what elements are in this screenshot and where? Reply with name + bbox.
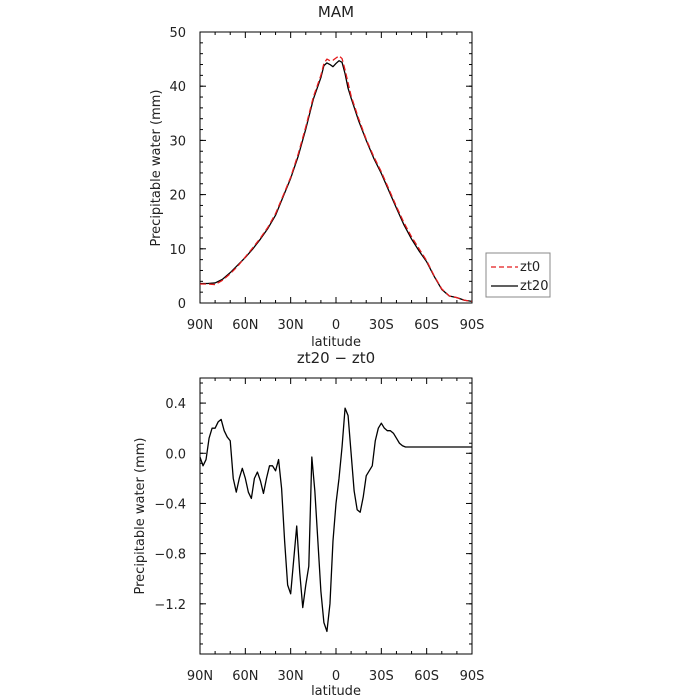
chart-title: MAM: [318, 3, 354, 21]
y-axis: 0.4 0.0 −0.4 −0.8 −1.2: [154, 383, 472, 654]
chart-top-mam: MAM 90N 60N 30N 0 30S 60S 90S 0 10 20 30 40 50 lati…: [149, 3, 550, 350]
legend-label-zt20: zt20: [520, 279, 548, 294]
y-tick-label: −1.2: [154, 598, 186, 613]
x-tick-label: 30S: [369, 318, 394, 333]
y-tick-label: 10: [169, 243, 186, 258]
y-tick-label: −0.8: [154, 548, 186, 563]
series-line-zt0: [200, 56, 472, 302]
x-tick-label: 60N: [232, 318, 258, 333]
x-tick-label: 90N: [187, 318, 213, 333]
legend: zt0 zt20: [486, 253, 550, 297]
y-tick-label: 0: [178, 297, 186, 312]
x-tick-label: 30N: [278, 669, 304, 684]
y-tick-label: 30: [169, 134, 186, 149]
y-tick-label: 0.0: [165, 447, 186, 462]
x-tick-label: 60S: [414, 318, 439, 333]
x-tick-label: 30N: [278, 318, 304, 333]
series-lines: [200, 408, 472, 631]
plot-frame: [200, 378, 472, 654]
series-line-zt20: [200, 61, 472, 302]
x-tick-label: 90S: [460, 318, 485, 333]
x-tick-label: 60N: [232, 669, 258, 684]
y-tick-label: 50: [169, 26, 186, 41]
x-tick-label: 0: [332, 318, 340, 333]
y-axis: 0 10 20 30 40 50: [169, 26, 472, 312]
y-tick-label: 20: [169, 189, 186, 204]
x-tick-label: 60S: [414, 669, 439, 684]
series-lines: [200, 56, 472, 302]
chart-title: zt20 − zt0: [297, 349, 375, 367]
x-axis: 90N 60N 30N 0 30S 60S 90S: [187, 32, 485, 333]
x-axis-label: latitude: [311, 684, 361, 699]
x-axis: 90N 60N 30N 0 30S 60S 90S: [187, 378, 485, 684]
series-line-difference: [200, 408, 472, 631]
x-axis-label: latitude: [311, 335, 361, 350]
x-tick-label: 30S: [369, 669, 394, 684]
y-axis-label: Precipitable water (mm): [133, 438, 148, 595]
x-tick-label: 90S: [460, 669, 485, 684]
x-tick-label: 0: [332, 669, 340, 684]
y-tick-label: −0.4: [154, 497, 186, 512]
y-tick-label: 40: [169, 80, 186, 95]
legend-label-zt0: zt0: [520, 260, 540, 275]
x-tick-label: 90N: [187, 669, 213, 684]
y-tick-label: 0.4: [165, 397, 186, 412]
chart-bottom-difference: zt20 − zt0 90N 60N 30N 0 30S 60S 90S 0.4 0.0 −0.…: [133, 349, 484, 699]
y-axis-label: Precipitable water (mm): [149, 90, 164, 247]
